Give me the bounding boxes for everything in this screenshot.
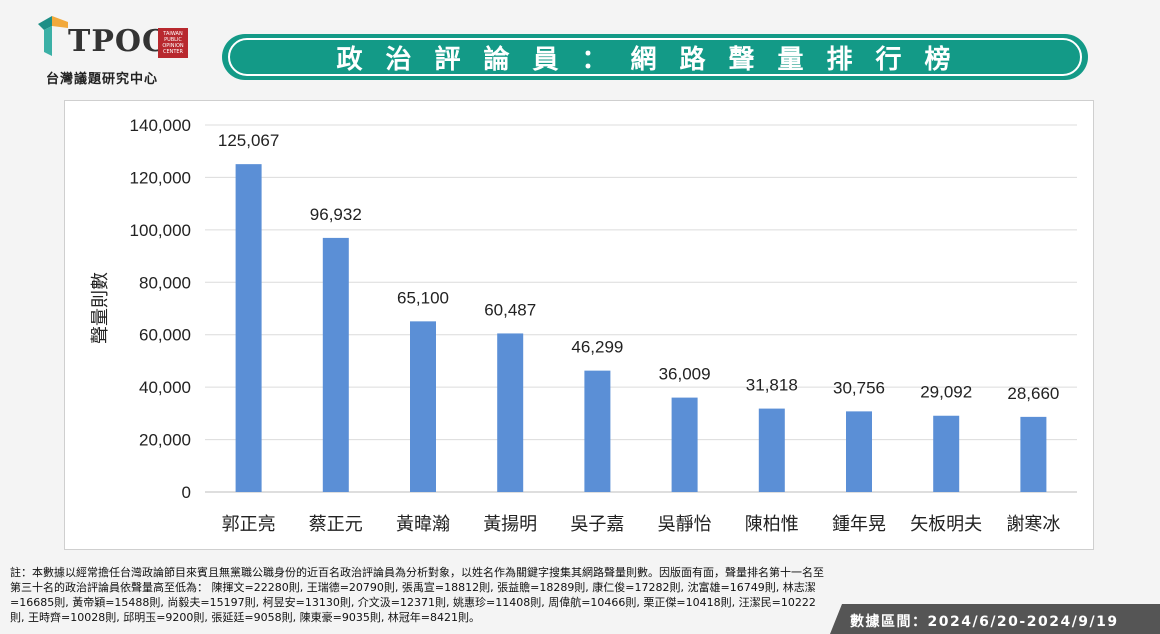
data-label: 60,487 [484,300,536,319]
tpoc-logo: TPOC TAIWAN PUBLIC OPINION CENTER 台灣議題研究… [34,14,194,88]
category-label: 鍾年晃 [832,514,886,535]
y-tick-label: 20,000 [139,431,191,450]
chart-panel: 0 20,000 40,000 60,000 80,000 100,000 120,000 1… [64,100,1094,550]
title-banner: 政治評論員：網路聲量排行榜 [222,34,1088,80]
y-tick-label: 80,000 [139,273,191,292]
category-label: 陳柏惟 [745,514,799,535]
data-label: 125,067 [218,131,279,150]
bar [235,164,262,492]
data-label: 30,756 [833,378,885,397]
y-tick-label: 120,000 [130,168,191,187]
y-tick-label: 40,000 [139,378,191,397]
title-banner-frame: 政治評論員：網路聲量排行榜 [228,38,1082,76]
footnote: 註：本數據以經常擔任台灣政論節目來賓且無黨職公職身份的近百名政治評論員為分析對象… [10,566,824,624]
y-axis-label: 聲量則數 [90,272,111,344]
category-label: 矢板明夫 [910,514,982,535]
bar-chart: 0 20,000 40,000 60,000 80,000 100,000 120,000 1… [90,116,1077,535]
bar [497,333,524,492]
category-label: 郭正亮 [222,514,276,535]
bar [846,411,872,492]
category-label: 蔡正元 [309,514,363,535]
bar [1020,416,1047,492]
category-label: 吳靜怡 [658,514,712,535]
tpoc-logo-mark [38,16,68,56]
y-tick-label: 0 [182,483,191,502]
y-tick-label: 60,000 [139,326,191,345]
bar [322,237,349,492]
bar [758,408,785,492]
category-label: 吳子嘉 [570,514,624,535]
logo-badge: TAIWAN PUBLIC OPINION CENTER [158,28,188,58]
y-tick-label: 140,000 [130,116,191,135]
logo-text: TPOC [68,24,167,59]
category-label: 黃暐瀚 [396,514,450,535]
category-label: 黃揚明 [483,514,537,535]
data-label: 36,009 [659,365,711,384]
y-tick-label: 100,000 [130,221,191,240]
data-label: 29,092 [920,383,972,402]
data-label: 31,818 [746,376,798,395]
bar [671,397,698,492]
bar [584,370,611,492]
page-title: 政治評論員：網路聲量排行榜 [336,44,974,75]
bar [410,321,436,492]
date-range-tab: 數據區間：2024/6/20-2024/9/19 [830,604,1160,634]
data-label: 96,932 [310,205,362,224]
data-label: 28,660 [1007,384,1059,403]
data-label: 46,299 [571,338,623,357]
category-label: 謝寒冰 [1006,514,1060,535]
bar [933,415,960,492]
data-label: 65,100 [397,288,449,307]
logo-subtitle: 台灣議題研究中心 [46,72,159,87]
